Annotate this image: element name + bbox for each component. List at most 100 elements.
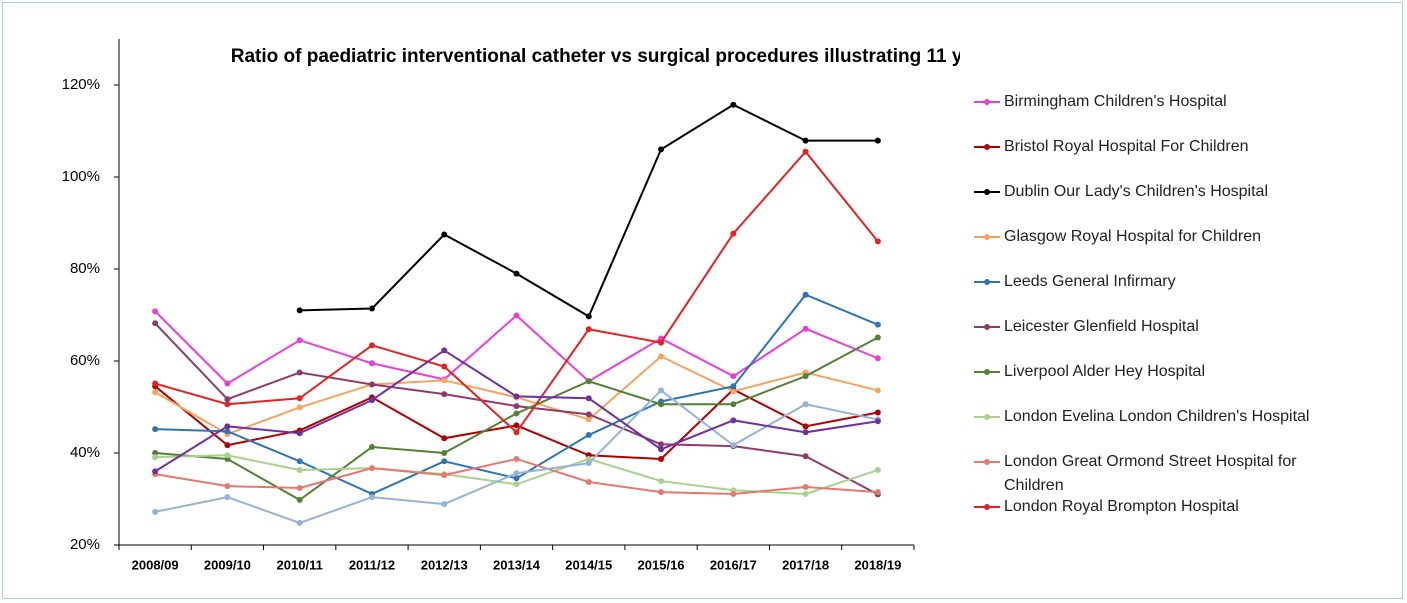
point xyxy=(296,458,303,465)
point xyxy=(224,423,231,430)
point xyxy=(152,320,159,327)
point xyxy=(152,450,159,456)
point xyxy=(152,308,159,315)
point xyxy=(874,355,881,362)
point xyxy=(585,432,592,439)
legend-dot xyxy=(984,234,990,240)
point xyxy=(874,334,881,341)
point xyxy=(224,483,231,490)
legend-swatch xyxy=(974,189,1000,195)
legend-dot xyxy=(984,99,990,105)
point xyxy=(224,396,231,403)
point xyxy=(441,501,448,508)
legend-swatch xyxy=(974,504,1000,510)
point xyxy=(874,238,881,245)
point xyxy=(441,363,448,370)
legend-label: Liverpool Alder Hey Hospital xyxy=(1004,363,1205,380)
point xyxy=(152,508,159,515)
point xyxy=(441,458,448,465)
y-tick-label: 40% xyxy=(70,444,100,461)
point xyxy=(658,353,665,360)
point xyxy=(658,441,665,448)
point xyxy=(874,387,881,394)
chart: Ratio of paediatric interventional cathe… xyxy=(62,39,960,572)
point xyxy=(730,230,737,237)
point xyxy=(513,475,520,482)
point xyxy=(296,519,303,526)
point xyxy=(368,305,375,312)
point xyxy=(224,452,231,459)
point xyxy=(296,467,303,474)
x-tick-label: 2016/17 xyxy=(710,557,757,572)
legend-dot xyxy=(984,189,990,195)
legend-dot xyxy=(984,504,990,510)
legend-dot xyxy=(984,369,990,375)
legend-swatch xyxy=(974,414,1000,420)
point xyxy=(441,472,448,479)
legend-item: London Great Ormond Street Hospital for … xyxy=(970,450,1345,498)
point xyxy=(513,403,520,410)
point xyxy=(802,137,809,144)
legend-dot xyxy=(984,324,990,330)
point xyxy=(224,401,231,408)
point xyxy=(802,490,809,497)
point xyxy=(802,453,809,460)
x-tick-label: 2015/16 xyxy=(638,557,685,572)
point xyxy=(874,321,881,328)
point xyxy=(802,429,809,436)
y-tick-label: 100% xyxy=(62,168,100,185)
legend-dot xyxy=(984,144,990,150)
point xyxy=(368,465,375,472)
point xyxy=(368,342,375,349)
point xyxy=(513,470,520,477)
point xyxy=(658,401,665,408)
legend-dot xyxy=(984,414,990,420)
point xyxy=(368,360,375,367)
legend-label: Leicester Glenfield Hospital xyxy=(1004,318,1199,335)
point xyxy=(730,373,737,380)
point xyxy=(296,337,303,344)
point xyxy=(441,377,448,384)
x-tick-label: 2010/11 xyxy=(277,557,323,572)
point xyxy=(802,484,809,491)
point xyxy=(874,137,881,144)
y-tick-label: 20% xyxy=(70,536,100,553)
point xyxy=(152,389,159,396)
point xyxy=(224,428,231,435)
legend-swatch xyxy=(974,369,1000,375)
legend-swatch xyxy=(974,459,1000,465)
legend-label: London Evelina London Children's Hospita… xyxy=(1004,408,1310,425)
point xyxy=(152,426,159,433)
x-tick-label: 2009/10 xyxy=(204,557,251,572)
point xyxy=(730,383,737,390)
y-tick-label: 80% xyxy=(70,260,100,277)
x-tick-label: 2012/13 xyxy=(421,557,468,572)
y-tick-label: 60% xyxy=(70,352,100,369)
point xyxy=(368,381,375,388)
point xyxy=(152,380,159,387)
point xyxy=(296,484,303,491)
x-tick-label: 2008/09 xyxy=(132,557,179,572)
legend-item: London Evelina London Children's Hospita… xyxy=(970,405,1345,429)
point xyxy=(658,478,665,485)
legend-dot xyxy=(984,459,990,465)
point xyxy=(224,442,231,449)
point xyxy=(730,417,737,424)
point xyxy=(585,313,592,320)
point xyxy=(368,397,375,404)
point xyxy=(224,494,231,501)
point xyxy=(802,291,809,298)
point xyxy=(152,468,159,475)
point xyxy=(513,422,520,429)
point xyxy=(802,423,809,430)
y-tick-label: 120% xyxy=(62,76,100,93)
point xyxy=(585,395,592,402)
point xyxy=(441,231,448,238)
point xyxy=(585,378,592,385)
point xyxy=(513,481,520,488)
point xyxy=(658,446,665,453)
point xyxy=(730,442,737,449)
legend-item: Glasgow Royal Hospital for Children xyxy=(970,225,1345,249)
x-tick-label: 2013/14 xyxy=(493,557,541,572)
